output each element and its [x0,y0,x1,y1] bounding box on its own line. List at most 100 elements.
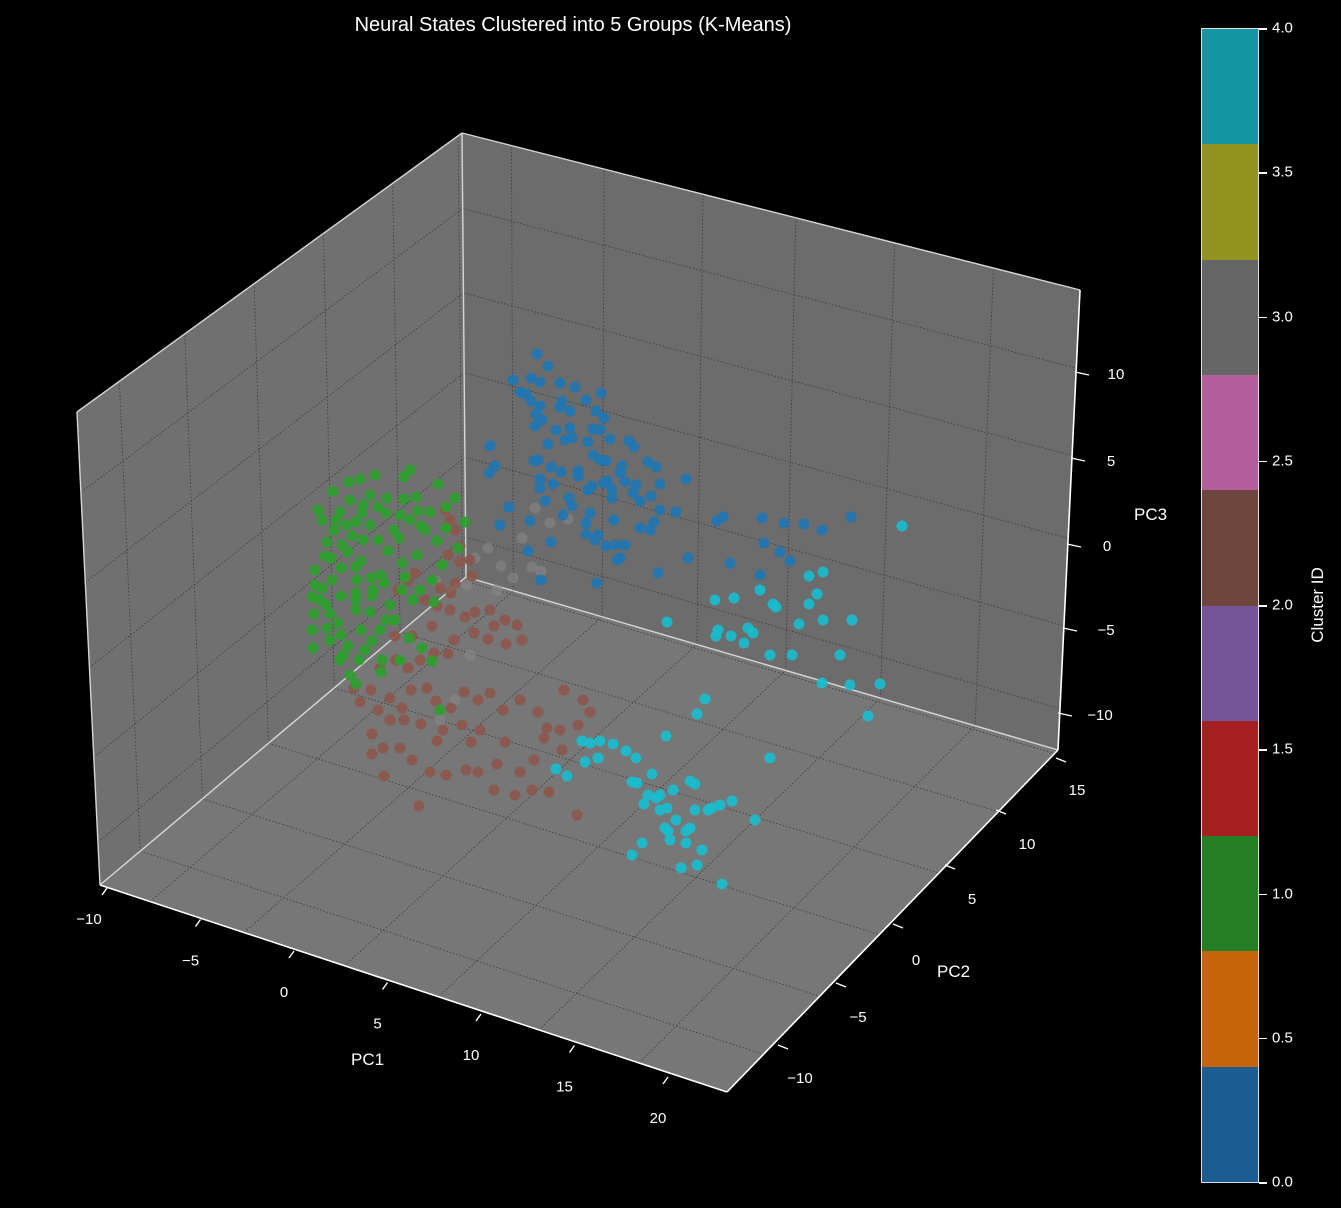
colorbar-tick [1259,1037,1267,1040]
data-point [514,766,526,778]
data-point [380,614,392,626]
data-point [325,552,337,564]
data-point [531,348,543,360]
data-point [449,577,461,589]
data-point [724,557,736,569]
data-point [650,461,662,473]
data-point [365,572,377,584]
data-point [645,490,657,502]
data-point [507,572,519,584]
data-point [444,604,456,616]
data-point [330,514,342,526]
data-point [396,702,408,714]
data-point [440,501,452,513]
data-point [484,687,496,699]
data-point [754,569,766,581]
data-point [534,482,546,494]
data-point [321,622,333,634]
data-point [414,654,426,666]
data-point [474,724,486,736]
data-point [606,492,618,504]
data-point [646,768,658,780]
data-point [564,405,576,417]
data-point [364,606,376,618]
data-point [384,714,396,726]
data-point [344,669,356,681]
data-point [454,556,466,568]
data-point [350,678,362,690]
data-point [619,539,631,551]
data-point [636,837,648,849]
pc3-axis-line [1057,289,1081,751]
data-point [529,420,541,432]
pc2-tick-label: −10 [787,1070,812,1087]
data-point [459,611,471,623]
data-point [550,763,562,775]
data-point [749,814,761,826]
data-point [499,614,511,626]
pc2-tick-label: 5 [968,891,976,908]
data-point [405,684,417,696]
data-point [614,467,626,479]
data-point [644,524,656,536]
pc2-axis-label: PC2 [937,962,970,981]
colorbar-tick-label: 1.0 [1272,885,1293,902]
data-point [424,766,436,778]
colorbar-tick-label: 2.5 [1272,452,1293,470]
data-point [404,514,416,526]
data-point [469,606,481,618]
data-point [413,800,425,812]
left-back-pane [77,133,466,885]
data-point [592,752,604,764]
data-point [340,519,352,531]
data-point [712,624,724,636]
data-point [600,455,612,467]
data-point [862,710,874,722]
colorbar-tick [1259,893,1267,895]
plot-3d-axes[interactable]: −10 −5 0 5 10 15 20 −10 −5 0 5 10 15 −10 −5 0 5 10 PC1 PC… [0,0,1190,1208]
data-point [582,436,594,448]
data-point [535,574,547,586]
data-point [312,504,324,516]
colorbar-segment [1202,259,1258,375]
data-point [754,584,766,596]
data-point [350,561,362,573]
data-point [534,473,546,485]
data-point [770,601,782,613]
data-point [372,704,384,716]
data-point [491,758,503,770]
data-point [661,802,673,814]
data-point [335,562,347,574]
data-point [491,584,503,596]
data-point [464,649,476,661]
colorbar-tick [1259,749,1267,751]
data-point [509,789,521,801]
data-point [396,584,408,596]
data-point [610,539,622,551]
data-point [376,654,388,666]
data-point [522,545,534,557]
data-point [579,756,591,768]
data-point [654,504,666,516]
colorbar-segment [1202,720,1258,837]
data-point [726,795,738,807]
data-point [389,630,401,642]
colorbar-tick [1259,1182,1267,1184]
axis-ticks: −10 −5 0 5 10 15 20 −10 −5 0 5 10 15 −10 −5 0 5 10 [76,366,1124,1127]
data-point [566,500,578,512]
colorbar-segment [1202,374,1258,491]
colorbar-tick-label: 0.0 [1272,1173,1293,1191]
data-point [394,509,406,521]
data-point [384,599,396,611]
chart-title: Neural States Clustered into 5 Groups (K… [354,14,792,36]
data-point [543,786,555,798]
colorbar-segment [1202,29,1258,145]
data-point [426,655,438,667]
data-point [514,694,526,706]
data-point [406,754,418,766]
data-point [449,492,461,504]
data-point [709,594,721,606]
data-point [580,394,592,406]
data-point [554,724,566,736]
data-point [440,522,452,534]
